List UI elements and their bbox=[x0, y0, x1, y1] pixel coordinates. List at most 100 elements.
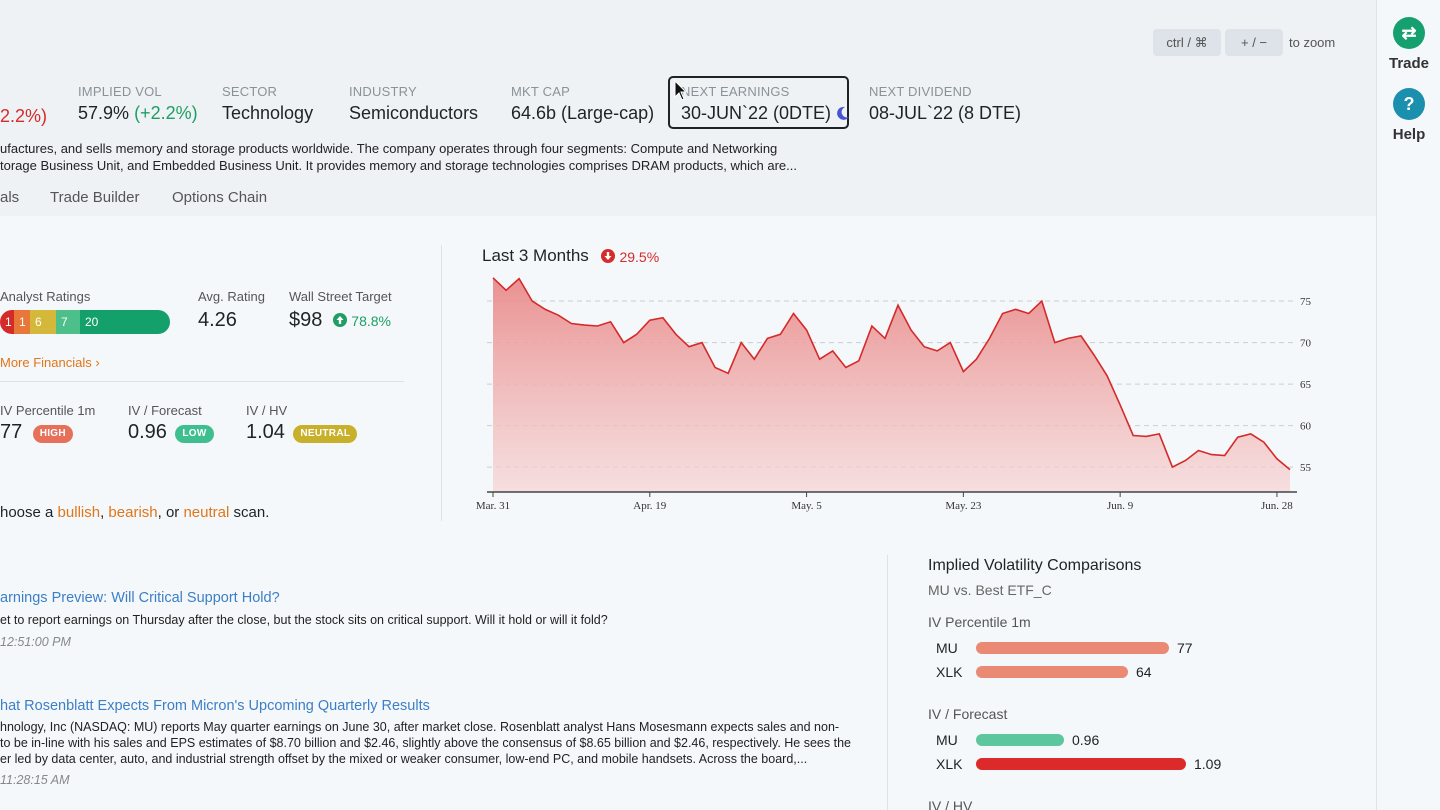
description-line: torage Business Unit, and Embedded Busin… bbox=[0, 158, 797, 173]
chart-title: Last 3 Months bbox=[482, 246, 589, 265]
arrow-up-circle-icon bbox=[332, 313, 347, 327]
badge-neutral: NEUTRAL bbox=[293, 424, 358, 443]
ivc-bar bbox=[976, 666, 1128, 678]
x-tick-label: May. 23 bbox=[945, 500, 981, 512]
zoom-hint: to zoom bbox=[1289, 35, 1336, 50]
ivc-ticker: XLK bbox=[936, 756, 963, 772]
x-tick-label: Jun. 9 bbox=[1107, 500, 1134, 512]
ivc-ticker: MU bbox=[936, 640, 958, 656]
chart-line bbox=[492, 277, 1291, 471]
stat-mkt-cap: MKT CAP 64.6b (Large-cap) bbox=[511, 84, 654, 124]
ivc-subtitle: MU vs. Best ETF_C bbox=[928, 582, 1052, 598]
right-sidebar: ⇄ Trade ? Help bbox=[1376, 0, 1440, 810]
iv-hv-row: 1.04 NEUTRAL bbox=[246, 421, 358, 444]
iv-hv-value: 1.04 bbox=[246, 421, 285, 443]
x-tick-label: Mar. 31 bbox=[476, 500, 510, 512]
news-text: er led by data center, auto, and industr… bbox=[0, 752, 808, 766]
ivc-group-label: IV / HV bbox=[928, 798, 973, 810]
y-tick-label: 65 bbox=[1300, 379, 1312, 391]
help-icon: ? bbox=[1393, 88, 1425, 120]
news-text: et to report earnings on Thursday after … bbox=[0, 613, 608, 627]
stat-label: NEXT EARNINGS bbox=[681, 84, 790, 99]
zoom-key-plusminus: + / − bbox=[1225, 29, 1283, 56]
x-tick-label: Apr. 19 bbox=[633, 500, 667, 512]
stat-value: 30-JUN`22 (0DTE) bbox=[681, 103, 850, 124]
news-title-link[interactable]: hat Rosenblatt Expects From Micron's Upc… bbox=[0, 698, 430, 714]
badge-high: HIGH bbox=[32, 424, 73, 443]
iv-percentile-value: 77 bbox=[0, 421, 23, 443]
y-tick-label: 75 bbox=[1300, 296, 1312, 308]
news-text: to be in-line with his sales and EPS est… bbox=[0, 736, 851, 750]
news-time: 12:51:00 PM bbox=[0, 635, 71, 649]
ivc-group-label: IV Percentile 1m bbox=[928, 614, 1031, 630]
iv-forecast-label: IV / Forecast bbox=[128, 403, 202, 418]
rating-segment: 7 bbox=[56, 310, 80, 334]
price-chart: Mar. 31 Apr. 19 May. 5 May. 23 Jun. 9 Jun. 28… bbox=[476, 277, 1312, 512]
tab-financials[interactable]: als bbox=[0, 189, 20, 206]
trade-button[interactable]: ⇄ Trade bbox=[1377, 17, 1440, 72]
bullish-scan-link[interactable]: bullish bbox=[57, 504, 101, 521]
ivc-row: MU 77 bbox=[936, 640, 1193, 656]
stat-value: Technology bbox=[222, 103, 314, 123]
next-earnings-value: 30-JUN`22 (0DTE) bbox=[681, 103, 832, 123]
iv-hv-label: IV / HV bbox=[246, 403, 288, 418]
zoom-key-ctrl: ctrl / ⌘ bbox=[1153, 29, 1221, 56]
target-value: $98 bbox=[289, 309, 323, 331]
implied-vol-value: 57.9% bbox=[78, 103, 130, 123]
header-band bbox=[0, 0, 1376, 216]
ivc-ticker: XLK bbox=[936, 664, 963, 680]
help-button[interactable]: ? Help bbox=[1377, 88, 1440, 143]
divider bbox=[0, 381, 404, 382]
bearish-scan-link[interactable]: bearish bbox=[108, 504, 158, 521]
trade-label: Trade bbox=[1388, 55, 1430, 72]
stat-industry: INDUSTRY Semiconductors bbox=[349, 84, 478, 124]
neutral-scan-link[interactable]: neutral bbox=[183, 504, 230, 521]
iv-percentile-label: IV Percentile 1m bbox=[0, 403, 96, 418]
target-label: Wall Street Target bbox=[289, 289, 392, 304]
news-text: hnology, Inc (NASDAQ: MU) reports May qu… bbox=[0, 720, 840, 734]
ivc-value: 64 bbox=[1136, 664, 1152, 680]
iv-forecast-value: 0.96 bbox=[128, 421, 167, 443]
analyst-ratings-bar: 1 1 6 7 20 bbox=[0, 310, 170, 334]
arrow-down-circle-icon bbox=[601, 249, 615, 263]
company-description: ufactures, and sells memory and storage … bbox=[0, 140, 800, 174]
stat-value: 64.6b (Large-cap) bbox=[511, 103, 655, 123]
stat-label: SECTOR bbox=[222, 84, 278, 99]
ivc-row: XLK 1.09 bbox=[936, 756, 1221, 772]
scan-text: , bbox=[100, 504, 109, 521]
stat-next-earnings[interactable]: NEXT EARNINGS 30-JUN`22 (0DTE) bbox=[668, 76, 850, 129]
ivc-value: 77 bbox=[1177, 640, 1193, 656]
news-title-link[interactable]: arnings Preview: Will Critical Support H… bbox=[0, 590, 280, 606]
chart-change-value: 29.5% bbox=[619, 249, 660, 265]
news-item: arnings Preview: Will Critical Support H… bbox=[0, 590, 860, 649]
rating-segment: 6 bbox=[30, 310, 56, 334]
tab-options-chain[interactable]: Options Chain bbox=[172, 189, 268, 206]
stat-value: Semiconductors bbox=[349, 103, 479, 123]
divider bbox=[441, 245, 442, 521]
price-change-partial: 2.2%) bbox=[0, 106, 48, 126]
moon-icon bbox=[837, 106, 850, 120]
ivc-group-label: IV / Forecast bbox=[928, 706, 1008, 722]
rating-segment: 1 bbox=[0, 310, 14, 334]
x-tick-label: May. 5 bbox=[791, 500, 822, 512]
ivc-title: Implied Volatility Comparisons bbox=[928, 557, 1142, 574]
analyst-ratings-label: Analyst Ratings bbox=[0, 289, 91, 304]
stat-label: MKT CAP bbox=[511, 84, 570, 99]
stat-implied-vol: IMPLIED VOL 57.9% (+2.2%) bbox=[78, 84, 198, 124]
y-tick-label: 55 bbox=[1300, 462, 1312, 474]
more-financials-link[interactable]: More Financials › bbox=[0, 355, 100, 370]
stat-label: INDUSTRY bbox=[349, 84, 417, 99]
avg-rating-value: 4.26 bbox=[198, 309, 237, 331]
stat-label: IMPLIED VOL bbox=[78, 84, 162, 99]
ivc-value: 0.96 bbox=[1072, 732, 1100, 748]
ivc-bar bbox=[976, 758, 1186, 770]
stat-sector: SECTOR Technology bbox=[222, 84, 313, 124]
tab-trade-builder[interactable]: Trade Builder bbox=[50, 189, 140, 206]
ivc-row: MU 0.96 bbox=[936, 732, 1099, 748]
target-row: $98 78.8% bbox=[289, 309, 391, 332]
mouse-cursor-icon bbox=[674, 80, 688, 101]
y-tick-label: 70 bbox=[1300, 338, 1312, 350]
ivc-ticker: MU bbox=[936, 732, 958, 748]
target-change: 78.8% bbox=[351, 313, 391, 329]
ivc-bar bbox=[976, 642, 1169, 654]
